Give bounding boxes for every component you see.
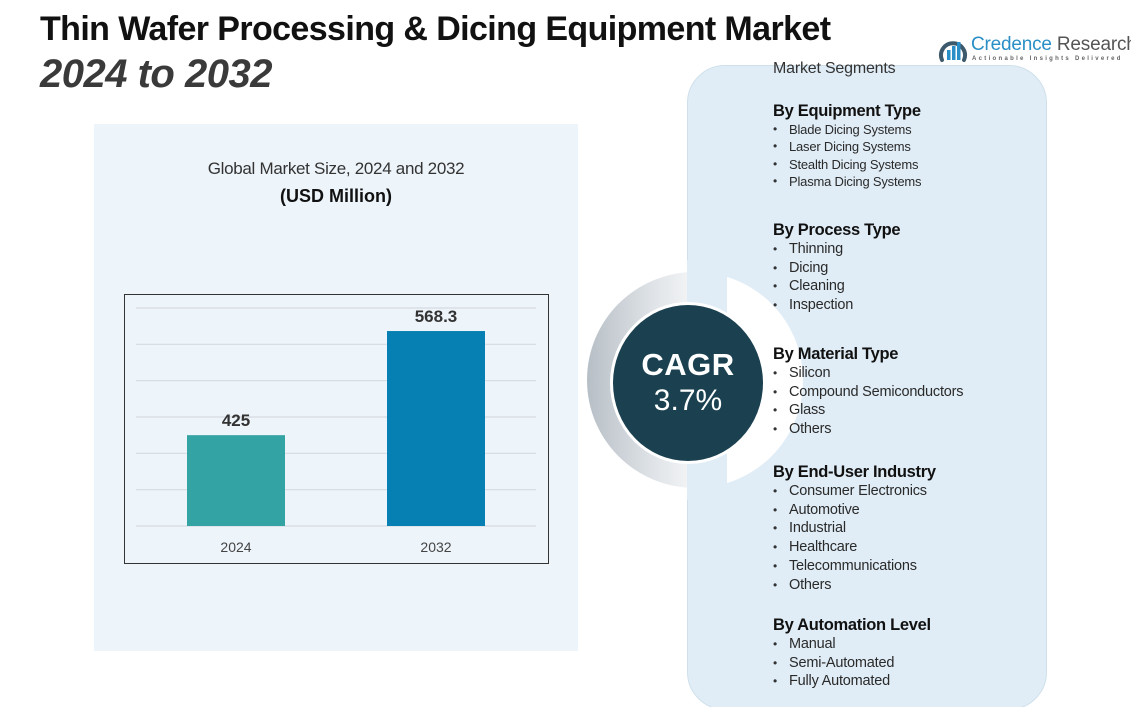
brand-name: Credence Research xyxy=(971,34,1131,56)
segment-item: Cleaning xyxy=(773,277,900,296)
segment-group-title: By Automation Level xyxy=(773,616,931,634)
segment-item: Silicon xyxy=(773,364,963,383)
segment-item: Stealth Dicing Systems xyxy=(773,156,921,174)
segment-group-material-type: By Material Type Silicon Compound Semico… xyxy=(773,344,964,439)
cagr-badge: CAGR 3.7% xyxy=(610,302,766,464)
segment-group-title: By Equipment Type xyxy=(773,102,921,120)
segment-group-title: By End-User Industry xyxy=(773,463,936,481)
bar-2024 xyxy=(187,435,285,526)
brand-tagline: Actionable Insights Delivered xyxy=(972,56,1123,62)
data-labels: 425 568.3 xyxy=(222,307,457,430)
segment-item: Laser Dicing Systems xyxy=(773,138,921,156)
x-tick-label-2024: 2024 xyxy=(220,539,251,555)
segment-group-process-type: By Process Type Thinning Dicing Cleaning… xyxy=(773,220,901,315)
x-tick-labels: 2024 2032 xyxy=(220,539,451,555)
page-subtitle: 2024 to 2032 xyxy=(40,52,272,96)
chart-title: Global Market Size, 2024 and 2032 xyxy=(207,159,465,178)
segments-heading: Market Segments xyxy=(773,60,896,77)
segment-item: Healthcare xyxy=(773,538,936,557)
bar-chart-circle-icon xyxy=(939,41,967,62)
segment-item: Telecommunications xyxy=(773,557,936,576)
data-label-2032: 568.3 xyxy=(415,307,458,326)
segment-item: Dicing xyxy=(773,259,900,278)
segment-group-end-user-industry: By End-User Industry Consumer Electronic… xyxy=(773,462,936,594)
segment-item: Glass xyxy=(773,401,963,420)
segment-item: Plasma Dicing Systems xyxy=(773,173,922,191)
segment-item: Compound Semiconductors xyxy=(773,383,964,402)
segment-group-automation-level: By Automation Level Manual Semi-Automate… xyxy=(773,615,931,691)
segment-item: Manual xyxy=(773,635,931,654)
brand-name-part2: Research xyxy=(1056,34,1131,55)
segment-group-title: By Process Type xyxy=(773,221,901,239)
chart-frame xyxy=(124,294,549,564)
chart-unit: (USD Million) xyxy=(280,186,392,206)
brand-name-part1: Credence xyxy=(971,34,1052,55)
bar-2032 xyxy=(387,331,485,526)
segment-item: Thinning xyxy=(773,240,900,259)
segment-item: Fully Automated xyxy=(773,672,931,691)
data-label-2024: 425 xyxy=(222,411,250,430)
x-tick-label-2032: 2032 xyxy=(420,539,451,555)
segment-group-title: By Material Type xyxy=(773,345,899,363)
segment-item: Inspection xyxy=(773,296,900,315)
segment-item: Others xyxy=(773,576,936,595)
chart-panel: Global Market Size, 2024 and 2032 (USD M… xyxy=(94,124,578,651)
bars xyxy=(187,331,485,526)
segment-item: Industrial xyxy=(773,519,936,538)
segment-item: Blade Dicing Systems xyxy=(773,121,921,139)
brand-logo: Credence Research Actionable Insights De… xyxy=(938,32,1131,68)
cagr-label: CAGR xyxy=(641,347,735,382)
bar-chart: 425 568.3 2024 2032 xyxy=(124,294,549,564)
segment-item: Automotive xyxy=(773,501,936,520)
segment-group-equipment-type: By Equipment Type Blade Dicing Systems L… xyxy=(773,101,922,191)
segment-item: Consumer Electronics xyxy=(773,482,936,501)
segment-item: Semi-Automated xyxy=(773,654,931,673)
segment-item: Others xyxy=(773,420,963,439)
cagr-value: 3.7% xyxy=(653,384,723,417)
page-title: Thin Wafer Processing & Dicing Equipment… xyxy=(40,10,831,48)
